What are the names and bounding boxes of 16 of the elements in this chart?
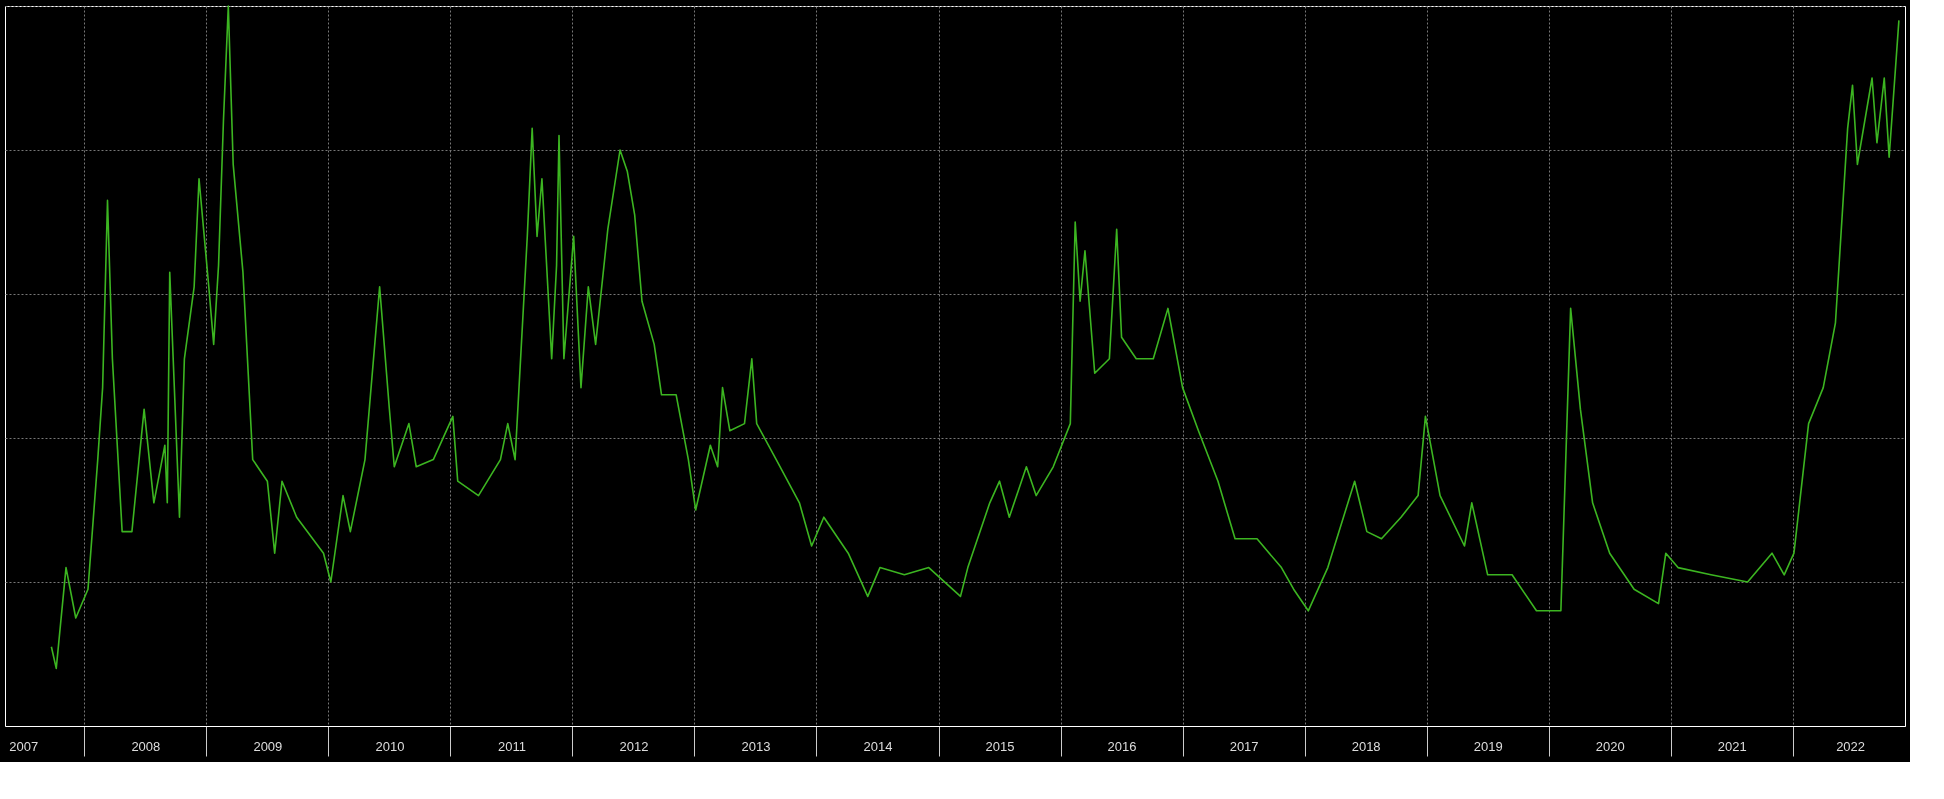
x-tick-label: 2008 (131, 738, 161, 754)
x-tick-label: 2012 (619, 738, 649, 754)
x-tick-label: 2009 (253, 738, 283, 754)
x-tick-label: 2014 (863, 738, 893, 754)
x-tick-label: 2016 (1107, 738, 1137, 754)
x-tick-label: 2022 (1836, 738, 1866, 754)
x-tick-label: 2019 (1473, 738, 1503, 754)
x-tick-label: 2013 (741, 738, 771, 754)
x-tick-label: 2010 (375, 738, 405, 754)
x-tick-label: 2021 (1717, 738, 1747, 754)
x-tick-label: 2015 (985, 738, 1015, 754)
x-tick-label: 2018 (1351, 738, 1381, 754)
x-tick-label: 2020 (1595, 738, 1625, 754)
x-tick-label: 2017 (1229, 738, 1259, 754)
x-tick-label: 2007 (9, 738, 39, 754)
x-tick-label: 2011 (497, 738, 526, 754)
